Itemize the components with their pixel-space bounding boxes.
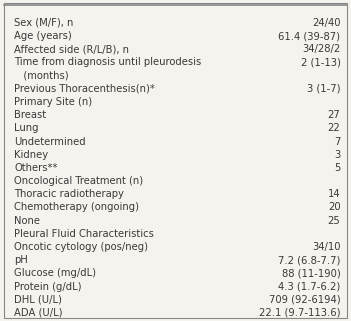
Text: (months): (months) bbox=[14, 71, 69, 81]
Text: 24/40: 24/40 bbox=[312, 18, 340, 28]
Text: Primary Site (n): Primary Site (n) bbox=[14, 97, 92, 107]
Text: Oncological Treatment (n): Oncological Treatment (n) bbox=[14, 176, 143, 186]
Text: Oncotic cytology (pos/neg): Oncotic cytology (pos/neg) bbox=[14, 242, 148, 252]
Text: 709 (92-6194): 709 (92-6194) bbox=[269, 295, 340, 305]
Text: None: None bbox=[14, 216, 40, 226]
Text: 25: 25 bbox=[328, 216, 340, 226]
Text: pH: pH bbox=[14, 255, 28, 265]
Text: DHL (U/L): DHL (U/L) bbox=[14, 295, 62, 305]
Text: Previous Thoracenthesis(n)*: Previous Thoracenthesis(n)* bbox=[14, 84, 155, 94]
Text: 27: 27 bbox=[328, 110, 340, 120]
Text: Lung: Lung bbox=[14, 123, 39, 133]
Text: ADA (U/L): ADA (U/L) bbox=[14, 308, 62, 318]
Text: Time from diagnosis until pleurodesis: Time from diagnosis until pleurodesis bbox=[14, 57, 201, 67]
Text: 4.3 (1.7-6.2): 4.3 (1.7-6.2) bbox=[278, 282, 340, 291]
Text: Thoracic radiotherapy: Thoracic radiotherapy bbox=[14, 189, 124, 199]
Text: Others**: Others** bbox=[14, 163, 58, 173]
Text: Pleural Fluid Characteristics: Pleural Fluid Characteristics bbox=[14, 229, 154, 239]
Text: 22: 22 bbox=[328, 123, 340, 133]
Text: 7: 7 bbox=[334, 136, 340, 146]
Text: 34/28/2: 34/28/2 bbox=[302, 44, 340, 54]
Text: 61.4 (39-87): 61.4 (39-87) bbox=[278, 31, 340, 41]
Text: 7.2 (6.8-7.7): 7.2 (6.8-7.7) bbox=[278, 255, 340, 265]
Text: 88 (11-190): 88 (11-190) bbox=[282, 268, 340, 278]
Text: Protein (g/dL): Protein (g/dL) bbox=[14, 282, 81, 291]
Text: Undetermined: Undetermined bbox=[14, 136, 86, 146]
Text: 34/10: 34/10 bbox=[312, 242, 340, 252]
Text: Sex (M/F), n: Sex (M/F), n bbox=[14, 18, 73, 28]
Text: 22.1 (9.7-113.6): 22.1 (9.7-113.6) bbox=[259, 308, 340, 318]
Text: 5: 5 bbox=[334, 163, 340, 173]
Text: 2 (1-13): 2 (1-13) bbox=[300, 57, 340, 67]
Text: 14: 14 bbox=[328, 189, 340, 199]
Text: 3: 3 bbox=[334, 150, 340, 160]
Text: Kidney: Kidney bbox=[14, 150, 48, 160]
Text: Age (years): Age (years) bbox=[14, 31, 72, 41]
Text: 3 (1-7): 3 (1-7) bbox=[307, 84, 340, 94]
Text: Affected side (R/L/B), n: Affected side (R/L/B), n bbox=[14, 44, 129, 54]
Text: Glucose (mg/dL): Glucose (mg/dL) bbox=[14, 268, 96, 278]
Text: Chemotherapy (ongoing): Chemotherapy (ongoing) bbox=[14, 203, 139, 213]
Text: Breast: Breast bbox=[14, 110, 46, 120]
Text: 20: 20 bbox=[328, 203, 340, 213]
